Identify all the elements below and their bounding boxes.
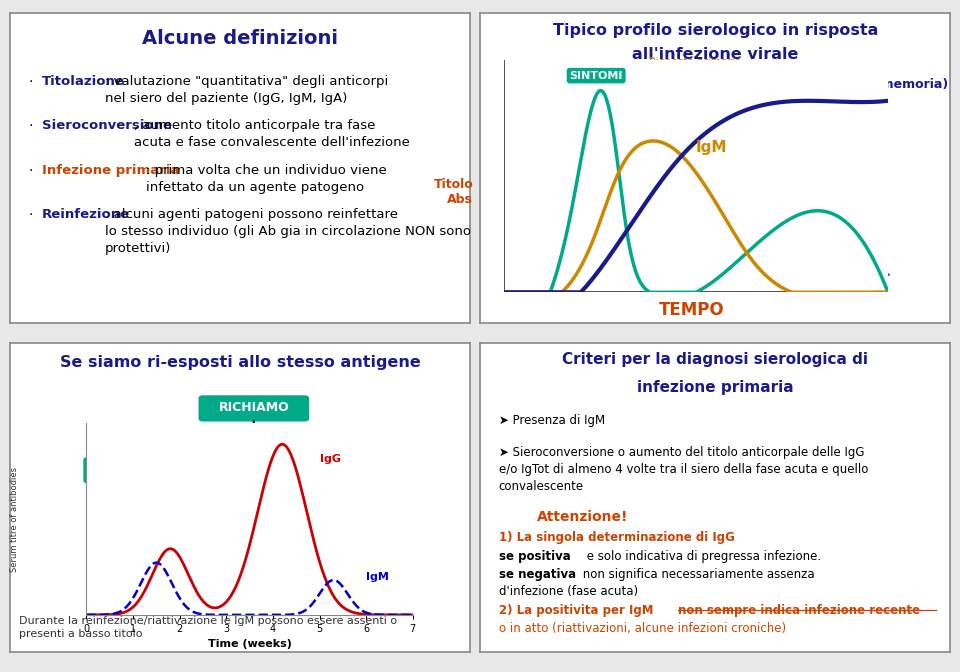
Text: se negativa: se negativa [499, 569, 576, 581]
Text: Infezione primaria: Infezione primaria [42, 164, 180, 177]
Text: Tipico profilo sierologico in risposta: Tipico profilo sierologico in risposta [553, 23, 877, 38]
FancyBboxPatch shape [199, 395, 309, 421]
Text: se positiva: se positiva [499, 550, 570, 563]
Text: Reinfezione: Reinfezione [42, 208, 130, 221]
Text: Se siamo ri-esposti allo stesso antigene: Se siamo ri-esposti allo stesso antigene [60, 355, 420, 370]
Text: IgG: IgG [866, 280, 888, 292]
Text: 2) La positivita per IgM: 2) La positivita per IgM [499, 604, 658, 617]
Text: ·: · [28, 120, 33, 134]
Text: ➤ Sieroconversione o aumento del titolo anticorpale delle IgG
e/o IgTot di almen: ➤ Sieroconversione o aumento del titolo … [499, 446, 868, 493]
Text: : prima volta che un individuo viene
infettato da un agente patogeno: : prima volta che un individuo viene inf… [146, 164, 386, 194]
Text: ·: · [28, 208, 33, 222]
Text: Alcune definizioni: Alcune definizioni [142, 29, 338, 48]
Text: : valutazione "quantitativa" degli anticorpi
nel siero del paziente (IgG, IgM, I: : valutazione "quantitativa" degli antic… [106, 75, 389, 106]
Text: : alcuni agenti patogeni possono reinfettare
lo stesso individuo (gli Ab gia in : : alcuni agenti patogeni possono reinfet… [106, 208, 471, 255]
X-axis label: Time (weeks): Time (weeks) [207, 640, 292, 649]
Text: o in atto (riattivazioni, alcune infezioni croniche): o in atto (riattivazioni, alcune infezio… [499, 622, 786, 636]
Text: VACCINO: VACCINO [103, 463, 165, 476]
Text: Criteri per la diagnosi sierologica di: Criteri per la diagnosi sierologica di [563, 352, 868, 367]
Text: IgG: IgG [762, 75, 797, 93]
Text: ➤ Presenza di IgM: ➤ Presenza di IgM [499, 414, 605, 427]
Text: IgG: IgG [320, 454, 341, 464]
Text: Titolazione: Titolazione [42, 75, 125, 88]
Text: d'infezione (fase acuta): d'infezione (fase acuta) [499, 585, 638, 598]
Text: RICHIAMO: RICHIAMO [219, 401, 289, 414]
Text: 1) La singola determinazione di IgG: 1) La singola determinazione di IgG [499, 532, 734, 544]
Text: Le: Le [513, 280, 530, 292]
Text: sono le prime a comparire, poi compaiono le: sono le prime a comparire, poi compaiono… [569, 280, 841, 292]
Text: infezione primaria: infezione primaria [636, 380, 794, 395]
Text: Durante la reinfezione/riattivazione le IgM possono essere assenti o
presenti a : Durante la reinfezione/riattivazione le … [19, 616, 396, 640]
Text: all'infezione virale: all'infezione virale [632, 48, 799, 62]
FancyBboxPatch shape [84, 457, 184, 483]
Text: IgM: IgM [537, 280, 561, 292]
Text: IgM: IgM [366, 572, 389, 582]
Text: , aumento titolo anticorpale tra fase
acuta e fase convalescente dell'infezione: , aumento titolo anticorpale tra fase ac… [134, 120, 410, 149]
Text: ·: · [28, 164, 33, 177]
Text: Sieroconversione: Sieroconversione [42, 120, 172, 132]
Text: Risposta primaria
Lenta comparsa
Basso titolo
Breve durata: Risposta primaria Lenta comparsa Basso t… [649, 56, 741, 109]
Text: e solo indicativa di pregressa infezione.: e solo indicativa di pregressa infezione… [584, 550, 822, 563]
Text: non sempre indica infezione recente: non sempre indica infezione recente [678, 604, 920, 617]
Text: TEMPO: TEMPO [659, 301, 725, 319]
Text: ·: · [28, 75, 33, 89]
Text: IgM: IgM [696, 140, 728, 155]
Text: Titolo
Abs: Titolo Abs [434, 177, 473, 206]
Text: SINTOMI: SINTOMI [569, 71, 623, 81]
Text: non significa necessariamente assenza: non significa necessariamente assenza [579, 569, 814, 581]
Text: Attenzione!: Attenzione! [537, 509, 628, 523]
Text: Risposta secondaria
Rapida comparsa
Alto titolo
Persistente: Risposta secondaria Rapida comparsa Alto… [176, 429, 280, 479]
Text: Serum titre of antibodies: Serum titre of antibodies [11, 466, 19, 572]
Text: (Linfociti B memoria): (Linfociti B memoria) [800, 78, 948, 91]
